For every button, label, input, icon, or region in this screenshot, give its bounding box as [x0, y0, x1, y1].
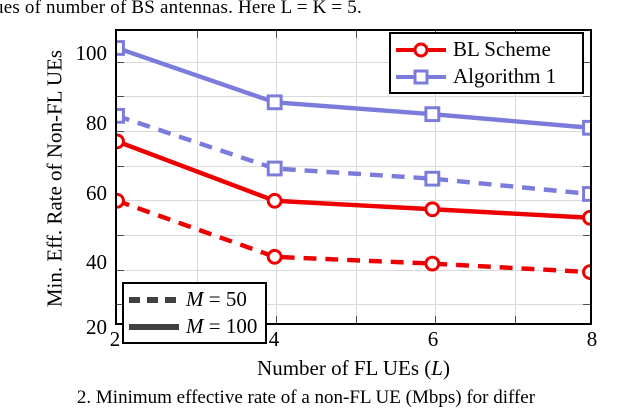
data-point-marker [424, 201, 441, 218]
figure-chart: 100 80 60 40 20 2 4 6 8 Min. Eff. Rate o… [0, 20, 624, 385]
legend-label-bl-scheme: BL Scheme [453, 37, 551, 61]
legend-schemes[interactable]: BL Scheme Algorithm 1 [389, 32, 584, 94]
legend-label-m-50: M = 50 [186, 287, 247, 311]
legend-label-m-100: M = 100 [186, 314, 258, 338]
y-tick-mark [583, 96, 590, 97]
legend-swatch-algorithm-1 [396, 66, 446, 88]
gridline-vertical [515, 31, 516, 323]
y-tick-mark [583, 62, 590, 63]
y-tick-mark [117, 96, 124, 97]
data-point-marker [424, 106, 441, 123]
x-tick-mark [435, 316, 436, 323]
gridline-horizontal [117, 131, 590, 132]
y-tick-mark [583, 235, 590, 236]
data-point-marker [582, 186, 590, 202]
paper-body-text-above: ues of number of BS antennas. Here L = K… [0, 0, 624, 20]
x-tick-mark [356, 31, 357, 38]
gridline-horizontal [117, 304, 590, 305]
x-tick-label-2: 2 [109, 327, 121, 351]
legend-item-m-100[interactable]: M = 100 [129, 313, 258, 340]
data-point-marker [582, 119, 590, 136]
data-point-marker [266, 248, 283, 265]
y-tick-mark [117, 166, 124, 167]
gridline-horizontal [117, 200, 590, 201]
gridline-horizontal [117, 166, 590, 167]
y-tick-label-20: 20 [86, 315, 107, 339]
y-tick-mark [117, 235, 124, 236]
legend-swatch-bl-scheme [396, 39, 446, 61]
y-tick-label-100: 100 [75, 41, 108, 65]
x-tick-mark [356, 316, 357, 323]
series-bl-scheme-100 [117, 133, 590, 226]
series-algorithm-1-50 [117, 107, 590, 202]
x-tick-label-6: 6 [427, 327, 439, 351]
series-line [117, 113, 590, 197]
x-tick-label-4: 4 [268, 327, 280, 351]
series-line [117, 139, 590, 220]
legend-swatch-dashed [129, 289, 179, 311]
data-point-marker [582, 209, 590, 226]
legend-item-algorithm-1[interactable]: Algorithm 1 [396, 63, 575, 90]
y-tick-mark [583, 166, 590, 167]
data-point-marker [266, 94, 283, 111]
x-tick-mark [276, 316, 277, 323]
x-tick-mark [197, 31, 198, 38]
gridline-horizontal [117, 270, 590, 271]
x-axis-title-text: Number of FL UEs (L) [257, 356, 450, 380]
gridline-vertical [276, 31, 277, 323]
data-point-marker [424, 170, 441, 187]
figure-caption-text: 2. Minimum effective rate of a non-FL UE… [76, 388, 536, 408]
y-tick-mark [117, 131, 124, 132]
gridline-vertical [197, 31, 198, 323]
x-axis-title: Number of FL UEs (L) [115, 357, 592, 379]
data-point-marker [582, 264, 590, 280]
y-tick-label-80: 80 [86, 111, 107, 135]
data-point-marker [117, 192, 125, 209]
y-axis-title: Min. Eff. Rate of Non-FL UEs [42, 49, 67, 308]
paper-body-text-above-content: ues of number of BS antennas. Here L = K… [0, 0, 362, 18]
data-point-marker [117, 107, 125, 124]
x-tick-mark [515, 316, 516, 323]
data-point-marker [424, 255, 441, 272]
series-line [117, 45, 590, 130]
x-tick-label-8: 8 [586, 327, 598, 351]
data-point-marker [117, 133, 125, 150]
legend-item-bl-scheme[interactable]: BL Scheme [396, 36, 575, 63]
gridline-horizontal [117, 96, 590, 97]
figure-caption-below: 2. Minimum effective rate of a non-FL UE… [0, 388, 624, 408]
gridline-horizontal [117, 235, 590, 236]
x-tick-mark [276, 31, 277, 38]
series-line [117, 198, 590, 275]
x-axis-title-symbol: L [431, 356, 443, 380]
data-point-marker [266, 160, 283, 177]
data-series-layer [117, 40, 590, 280]
legend-item-m-50[interactable]: M = 50 [129, 286, 258, 313]
legend-label-algorithm-1: Algorithm 1 [453, 64, 557, 88]
series-algorithm-1-100 [117, 40, 590, 136]
y-tick-mark [117, 270, 124, 271]
legend-antenna-counts[interactable]: M = 50 M = 100 [122, 282, 267, 344]
series-bl-scheme-50 [117, 192, 590, 280]
legend-swatch-solid [129, 316, 179, 338]
y-tick-label-40: 40 [86, 250, 107, 274]
data-point-marker [117, 40, 125, 56]
y-tick-mark [117, 62, 124, 63]
y-tick-mark [583, 304, 590, 305]
y-tick-mark [117, 304, 124, 305]
gridline-horizontal [117, 62, 590, 63]
data-point-marker [266, 192, 283, 209]
y-tick-label-60: 60 [86, 181, 107, 205]
gridline-vertical [356, 31, 357, 323]
